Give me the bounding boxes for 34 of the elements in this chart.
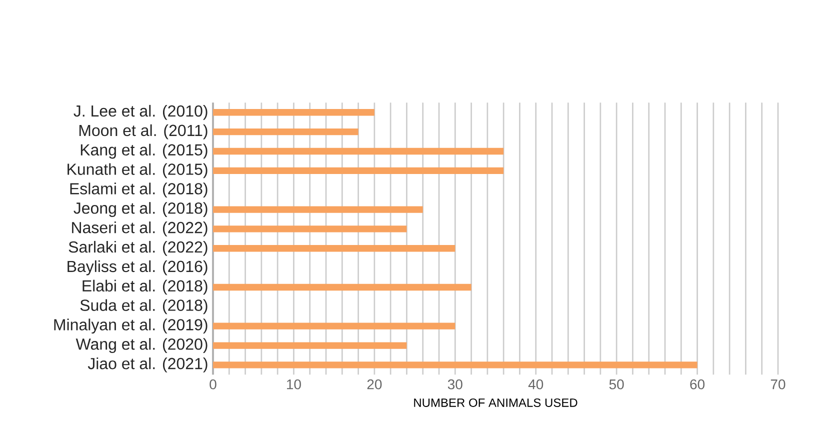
bar	[213, 322, 456, 330]
y-tick-label: Minalyan et al. (2019)	[54, 318, 208, 334]
y-tick-label: Moon et al. (2011)	[79, 124, 208, 140]
x-axis-title: NUMBER OF ANIMALS USED	[414, 398, 578, 407]
x-tick-label: 10	[286, 379, 301, 390]
x-tick-label: 20	[367, 379, 382, 390]
y-tick-label: Jeong et al. (2018)	[74, 202, 208, 217]
y-tick-label: Sarlaki et al. (2022)	[68, 240, 208, 256]
bar	[213, 284, 472, 291]
y-tick-label: Wang et al. (2020)	[76, 338, 208, 353]
bar	[213, 167, 504, 174]
y-tick-label: J. Lee et al. (2010)	[74, 104, 208, 120]
x-tick-label: 50	[609, 379, 624, 390]
x-tick-label: 60	[690, 379, 705, 390]
x-tick-label: 70	[770, 379, 786, 390]
x-tick-label: 0	[210, 379, 216, 390]
y-tick-label: Naseri et al. (2022)	[72, 222, 208, 236]
x-tick-label: 40	[528, 379, 544, 390]
bar	[213, 245, 456, 252]
bar	[213, 206, 423, 213]
y-tick-label: Elabi et al. (2018)	[82, 280, 208, 295]
bar	[213, 342, 407, 349]
y-tick-label: Kang et al. (2015)	[80, 144, 208, 159]
bar	[213, 362, 698, 368]
y-tick-label: Bayliss et al. (2016)	[68, 260, 208, 276]
y-tick-label: Jiao et al. (2021)	[88, 358, 208, 372]
bar	[213, 148, 504, 155]
bar	[213, 128, 358, 136]
y-tick-label: Suda et al. (2018)	[80, 299, 208, 314]
bar	[213, 109, 374, 116]
y-tick-label: Kunath et al. (2015)	[68, 163, 208, 178]
bar	[213, 226, 407, 232]
x-tick-label: 30	[448, 379, 462, 390]
y-tick-label: Eslami et al. (2018)	[70, 182, 208, 198]
